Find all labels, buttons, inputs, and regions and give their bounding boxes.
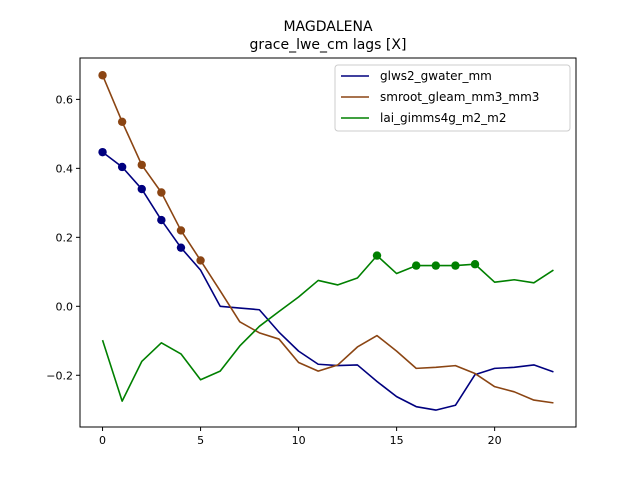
legend: glws2_gwater_mm smroot_gleam_mm3_mm3 lai_g… [334, 64, 571, 132]
chart-title: MAGDALENA [283, 19, 372, 35]
data-point [98, 147, 107, 157]
data-point [98, 71, 107, 80]
y-tick-label: 0.0 [56, 300, 74, 313]
x-tick-label: 5 [197, 434, 204, 447]
data-point [372, 251, 382, 260]
series-line [101, 74, 554, 404]
data-point [431, 261, 441, 270]
y-tick-label: 0.6 [56, 93, 74, 106]
data-point [176, 226, 186, 235]
data-point [157, 215, 166, 225]
series-line [101, 254, 554, 402]
data-point [451, 261, 460, 270]
legend-label: glws2_gwater_mm [380, 69, 492, 83]
series-smroot_gleam_mm3_mm3 [98, 71, 554, 404]
chart-subtitle: grace_lwe_cm lags [X] [250, 37, 407, 53]
axes-frame [79, 57, 577, 428]
y-tick-label: 0.4 [56, 162, 74, 175]
plot-area [98, 71, 554, 411]
axis-ticks: 0 5 10 15 20 −0.2 0.0 0.2 0.4 0.6 [46, 93, 501, 447]
data-point [117, 162, 127, 172]
series-line [102, 151, 554, 411]
data-point [117, 117, 127, 126]
legend-label: lai_gimms4g_m2_m2 [380, 111, 507, 125]
data-point [176, 243, 186, 252]
data-point [196, 256, 205, 265]
x-tick-label: 0 [99, 434, 106, 447]
legend-box [334, 64, 571, 132]
data-point [412, 261, 421, 270]
series-lai_gimms4g_m2_m2 [101, 251, 554, 402]
data-point [470, 260, 480, 269]
legend-label: smroot_gleam_mm3_mm3 [380, 90, 539, 104]
x-tick-label: 20 [488, 434, 502, 447]
y-tick-label: −0.2 [46, 369, 73, 382]
y-tick-label: 0.2 [56, 231, 74, 244]
data-point [137, 160, 146, 170]
x-tick-label: 10 [292, 434, 306, 447]
data-point [137, 184, 146, 194]
data-point [157, 188, 166, 197]
x-tick-label: 15 [390, 434, 404, 447]
series-glws2_gwater_mm [98, 147, 554, 411]
